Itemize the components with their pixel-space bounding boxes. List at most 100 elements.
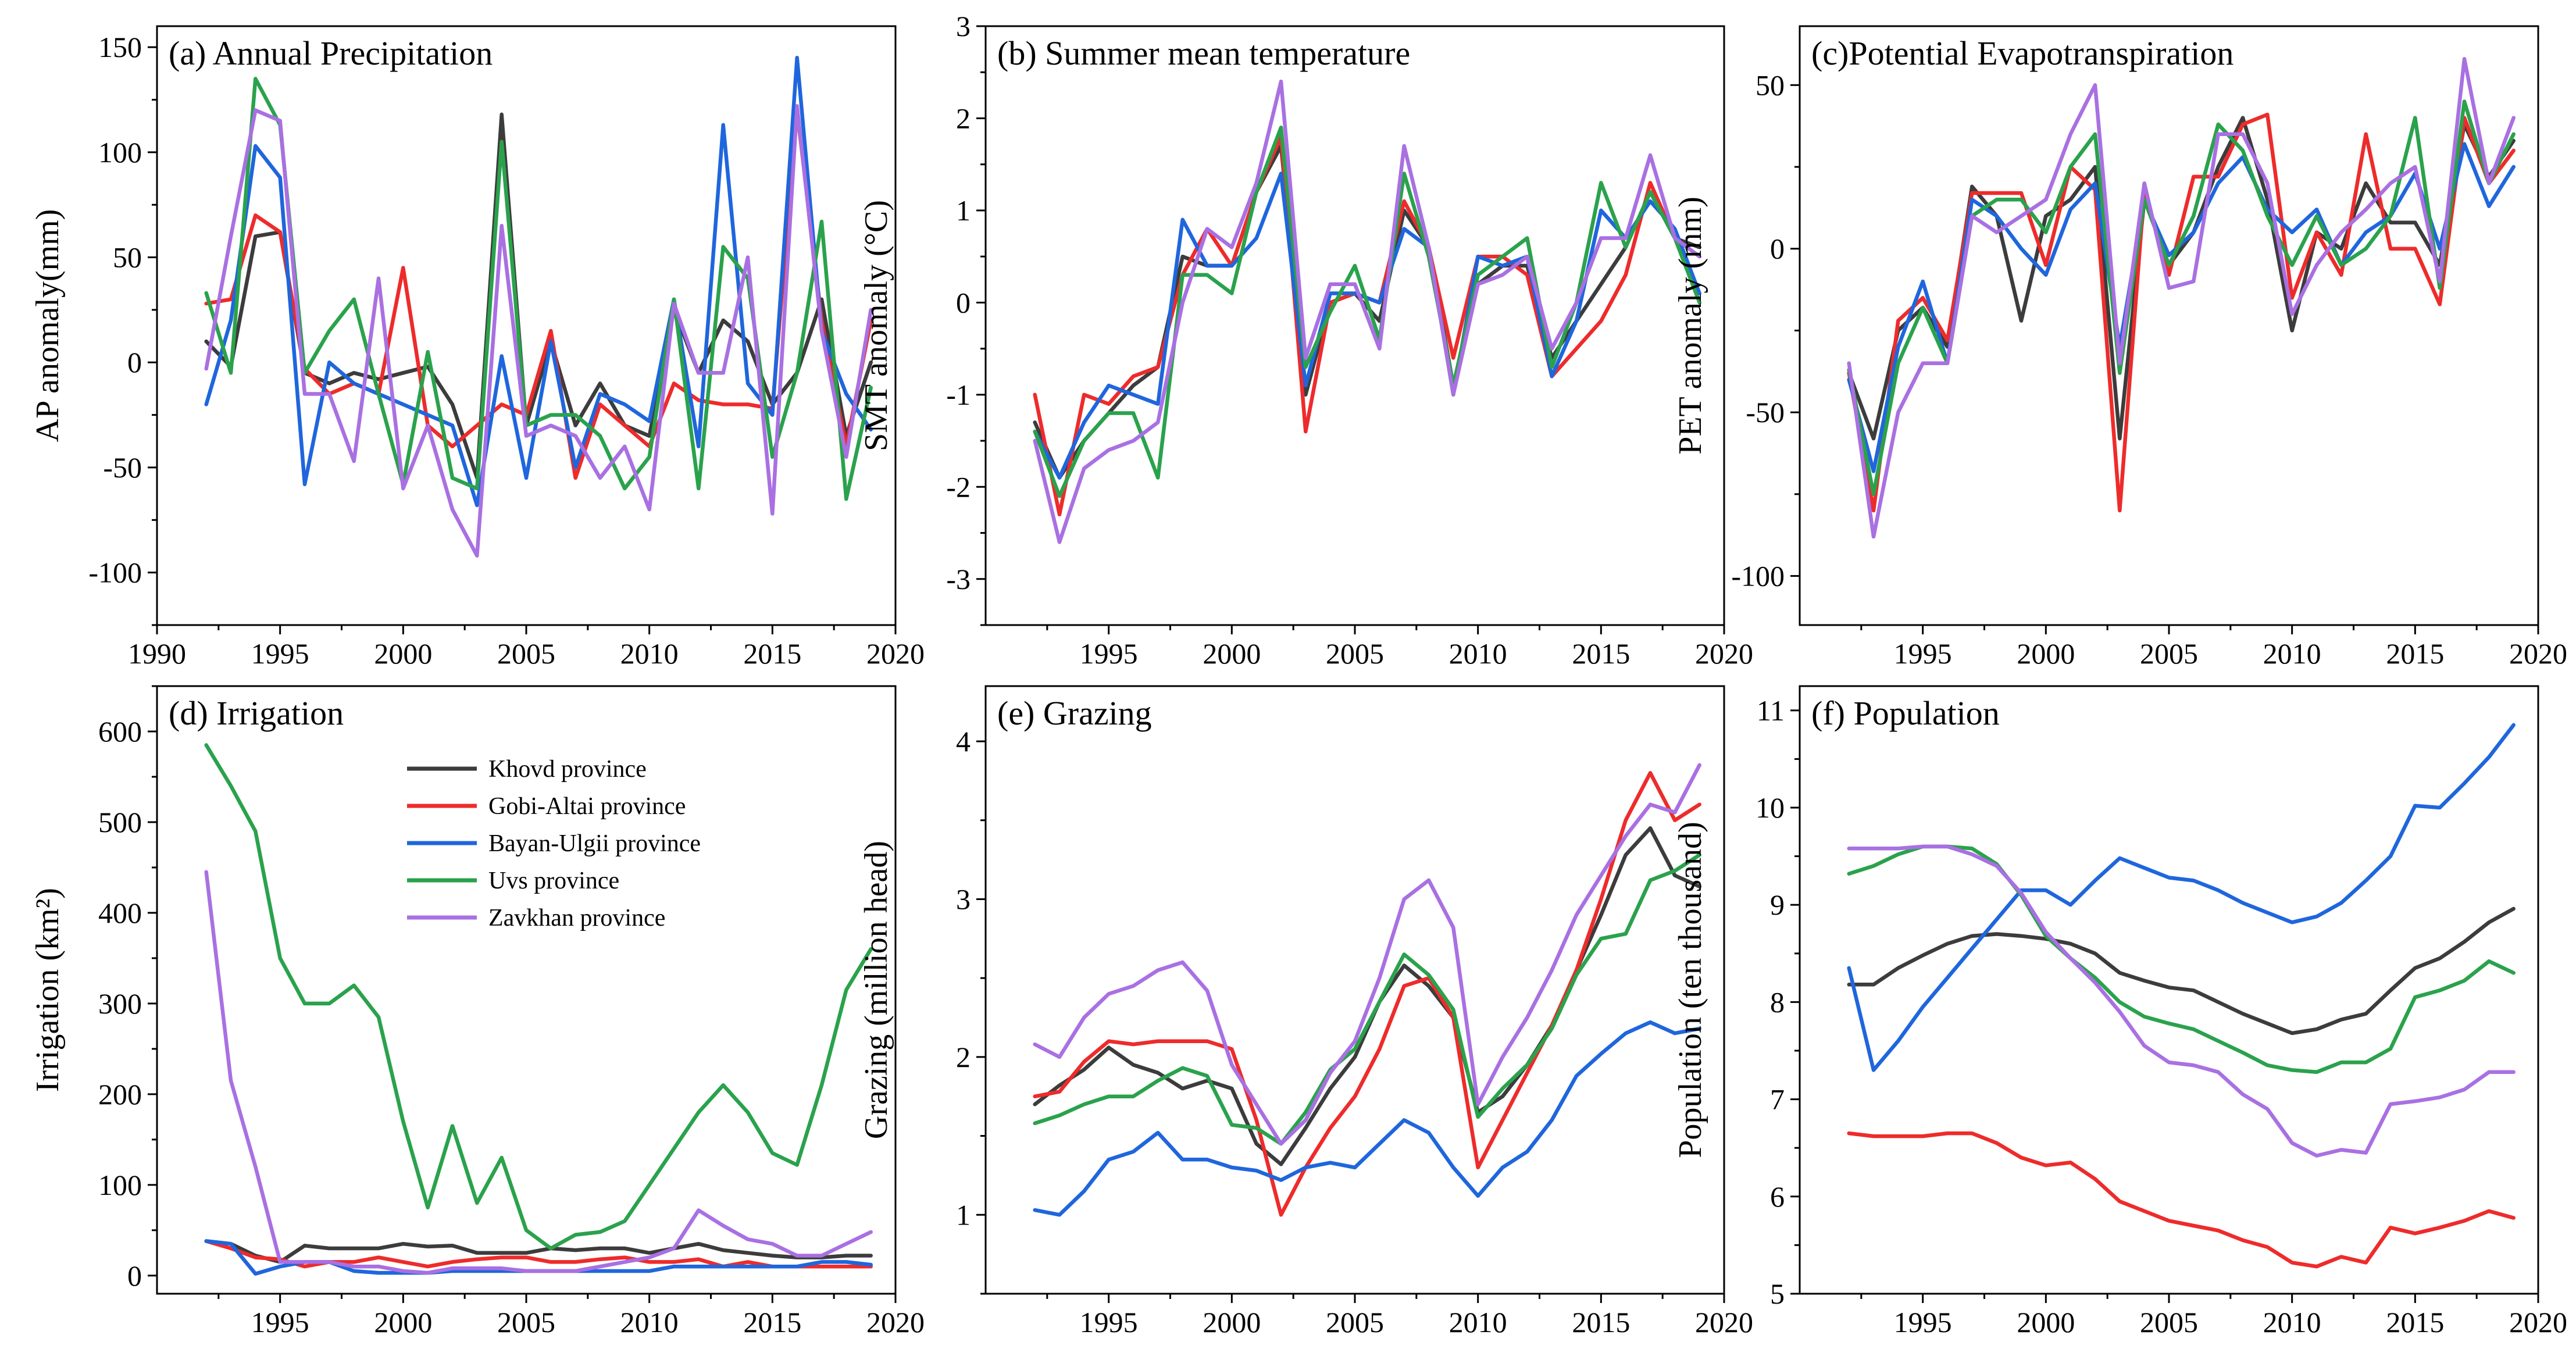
y-tick-label: 1 <box>956 1198 971 1231</box>
legend-label-zavkhan: Zavkhan province <box>488 905 665 931</box>
y-tick-label: 600 <box>98 715 142 748</box>
x-tick-label: 2005 <box>497 637 555 670</box>
panel-population: Population (ten thousand) 1995 2000 2005 20… <box>1672 685 2567 1338</box>
series-line-khovd-province <box>204 1239 873 1264</box>
panel-potential-evapotranspiration: PET anomaly (mm) 1995 2000 2005 2010 2015 202… <box>1672 25 2567 670</box>
series-line-bayan-ulgii-province <box>1847 723 2516 1072</box>
legend-label-khovd: Khovd province <box>488 756 647 783</box>
y-tick-label: 3 <box>956 883 971 915</box>
y-axis-label: Population (ten thousand) <box>1672 822 1708 1158</box>
x-tick-label: 2000 <box>374 1306 432 1338</box>
panel-annual-precipitation: AP anomaly(mm) 1990 1995 2000 2005 2010 2015 2… <box>30 25 925 670</box>
x-tick-label: 2015 <box>1572 637 1630 670</box>
y-axis-label: Grazing (million head) <box>858 841 894 1139</box>
series-line-bayan-ulgii-province <box>1033 1020 1701 1217</box>
x-tick-label: 1995 <box>1894 637 1952 670</box>
x-tick-label: 2015 <box>2386 637 2444 670</box>
y-tick-label: -1 <box>946 379 971 411</box>
series-line-bayan-ulgii-province <box>1847 142 2516 473</box>
panel-title: (b) Summer mean temperature <box>997 34 1410 72</box>
panel-title: (c)Potential Evapotranspiration <box>1811 34 2234 72</box>
series-line-khovd-province <box>1847 906 2516 1036</box>
y-tick-label: 1 <box>956 194 971 227</box>
y-tick-label: 0 <box>956 286 971 319</box>
series-line-zavkhan-province <box>1033 79 1701 544</box>
y-tick-label: 200 <box>98 1078 142 1111</box>
y-tick-label: 6 <box>1770 1180 1785 1213</box>
x-tick-label: 2010 <box>2263 1306 2321 1338</box>
series-line-zavkhan-province <box>204 870 873 1275</box>
y-axis-label: AP anomaly(mm) <box>30 209 66 442</box>
y-axis-label: PET anomaly (mm) <box>1672 197 1708 455</box>
y-tick-label: 0 <box>127 346 142 379</box>
y-tick-label: 4 <box>956 725 971 758</box>
y-tick-label: 500 <box>98 806 142 838</box>
y-tick-label: -2 <box>946 470 971 503</box>
x-tick-label: 2015 <box>2386 1306 2444 1338</box>
x-tick-label: 2020 <box>1695 1306 1753 1338</box>
y-axis-label: SMT anomaly (°C) <box>858 200 894 451</box>
x-tick-label: 2020 <box>2509 1306 2567 1338</box>
x-tick-label: 1995 <box>251 1306 309 1338</box>
y-tick-label: -50 <box>1746 396 1785 429</box>
panel-title: (a) Annual Precipitation <box>169 34 493 72</box>
series-line-uvs-province <box>1847 99 2516 497</box>
x-tick-label: 2000 <box>374 637 432 670</box>
y-tick-label: 150 <box>98 31 142 63</box>
series-line-gobi-altai-province <box>1847 112 2516 513</box>
y-tick-label: 5 <box>1770 1277 1785 1310</box>
panel-summer-mean-temperature: SMT anomaly (°C) 1995 2000 2005 2010 2015 202… <box>858 10 1753 670</box>
y-tick-label: -100 <box>1731 560 1785 592</box>
series-line-gobi-altai-province <box>1033 771 1701 1217</box>
y-tick-label: 7 <box>1770 1083 1785 1116</box>
x-tick-label: 2000 <box>2017 637 2075 670</box>
y-tick-label: 100 <box>98 1169 142 1201</box>
x-tick-label: 2020 <box>866 1306 925 1338</box>
legend-label-gobi-altai: Gobi-Altai province <box>488 793 686 820</box>
x-tick-label: 2020 <box>866 637 925 670</box>
y-tick-label: 0 <box>1770 233 1785 265</box>
series-line-gobi-altai-province <box>204 1239 873 1269</box>
x-tick-label: 2005 <box>1326 1306 1384 1338</box>
y-tick-label: 2 <box>956 102 971 134</box>
series-line-zavkhan-province <box>1847 844 2516 1158</box>
x-tick-label: 1995 <box>1080 1306 1138 1338</box>
x-tick-label: 2005 <box>2140 1306 2198 1338</box>
x-tick-label: 2010 <box>2263 637 2321 670</box>
series-line-uvs-province <box>204 77 873 501</box>
legend: Khovd province Gobi-Altai province Bayan-U… <box>407 756 701 931</box>
panel-irrigation: Irrigation (km²) 1995 2000 2005 2010 2015 202… <box>30 685 925 1338</box>
series-line-uvs-province <box>1033 853 1701 1146</box>
series-line-bayan-ulgii-province <box>1033 172 1701 480</box>
y-tick-label: 100 <box>98 136 142 169</box>
x-tick-label: 1990 <box>128 637 186 670</box>
panel-title: (d) Irrigation <box>169 694 344 732</box>
panel-grazing: Grazing (million head) 1995 2000 2005 2010 2… <box>858 685 1753 1338</box>
y-tick-label: -50 <box>103 451 142 484</box>
y-tick-label: 50 <box>1756 69 1785 101</box>
series-line-uvs-province <box>204 743 873 1251</box>
y-tick-label: -3 <box>946 563 971 595</box>
x-tick-label: 2005 <box>2140 637 2198 670</box>
x-tick-label: 2010 <box>620 637 679 670</box>
x-tick-label: 1995 <box>1080 637 1138 670</box>
x-tick-label: 2010 <box>1449 1306 1507 1338</box>
x-tick-label: 2015 <box>743 1306 801 1338</box>
y-tick-label: 9 <box>1770 888 1785 921</box>
x-tick-label: 2020 <box>2509 637 2567 670</box>
x-tick-label: 2000 <box>1203 1306 1261 1338</box>
y-tick-label: 50 <box>113 241 142 274</box>
x-tick-label: 2020 <box>1695 637 1753 670</box>
panel-title: (f) Population <box>1811 694 2000 732</box>
legend-label-bayan-ulgii: Bayan-Ulgii province <box>488 830 701 857</box>
y-tick-label: 3 <box>956 10 971 42</box>
series-line-gobi-altai-province <box>204 108 873 480</box>
series-line-gobi-altai-province <box>1847 1131 2516 1269</box>
x-tick-label: 2015 <box>743 637 801 670</box>
plot-frame <box>984 685 1725 1295</box>
series-line-uvs-province <box>1847 844 2516 1075</box>
y-tick-label: 10 <box>1756 791 1785 824</box>
legend-label-uvs: Uvs province <box>488 868 619 894</box>
y-tick-label: 0 <box>127 1259 142 1292</box>
